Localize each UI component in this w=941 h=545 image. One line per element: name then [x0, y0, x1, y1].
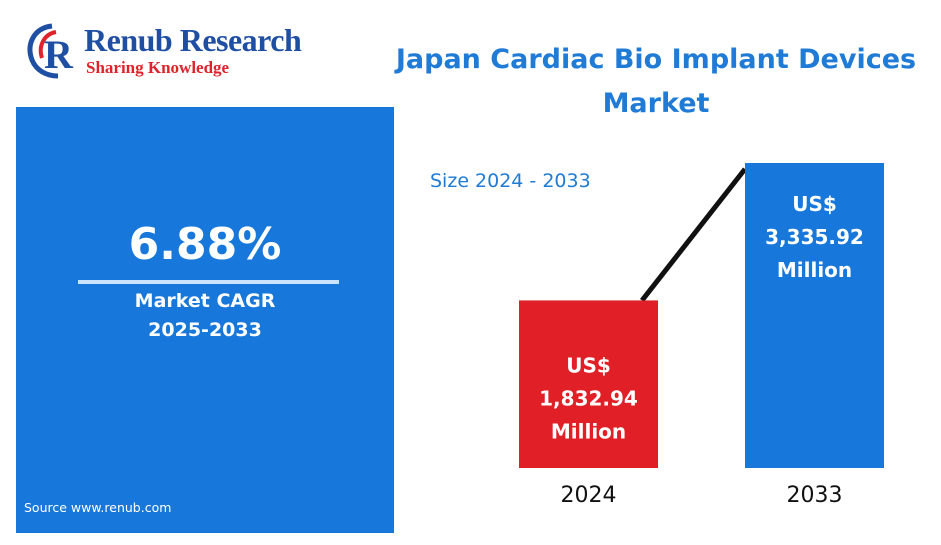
source-note: Source www.renub.com: [24, 500, 172, 515]
data-label-2033-line3: Million: [777, 258, 852, 282]
trend-line: [640, 167, 747, 302]
cagr-panel: 6.88% Market CAGR 2025-2033 Source www.r…: [16, 107, 394, 533]
data-label-2024-line1: US$: [566, 353, 611, 377]
renub-logo-icon: R: [27, 23, 74, 79]
cagr-label-line2: 2025-2033: [148, 319, 262, 341]
x-tick-label-2024: 2024: [561, 483, 617, 508]
logo-tagline: Sharing Knowledge: [86, 58, 230, 77]
data-label-2033-line1: US$: [792, 192, 837, 216]
data-label-2024-line3: Million: [551, 419, 626, 443]
cagr-label-line1: Market CAGR: [134, 290, 276, 312]
page-title: Japan Cardiac Bio Implant Devices Market: [395, 44, 917, 119]
data-label-2024-line2: 1,832.94: [539, 386, 638, 410]
cagr-divider: [78, 280, 339, 284]
chart-subtitle: Size 2024 - 2033: [430, 170, 591, 192]
renub-logo: R Renub Research Sharing Knowledge: [22, 18, 312, 88]
data-label-2033-line2: 3,335.92: [765, 225, 864, 249]
svg-text:R: R: [44, 32, 74, 77]
bar-2033: [745, 163, 884, 468]
logo-name: Renub Research: [84, 22, 302, 58]
cagr-label: Market CAGR 2025-2033: [16, 287, 394, 345]
cagr-value: 6.88%: [128, 219, 282, 270]
x-tick-label-2033: 2033: [787, 483, 843, 508]
bar-2024: [519, 300, 658, 468]
